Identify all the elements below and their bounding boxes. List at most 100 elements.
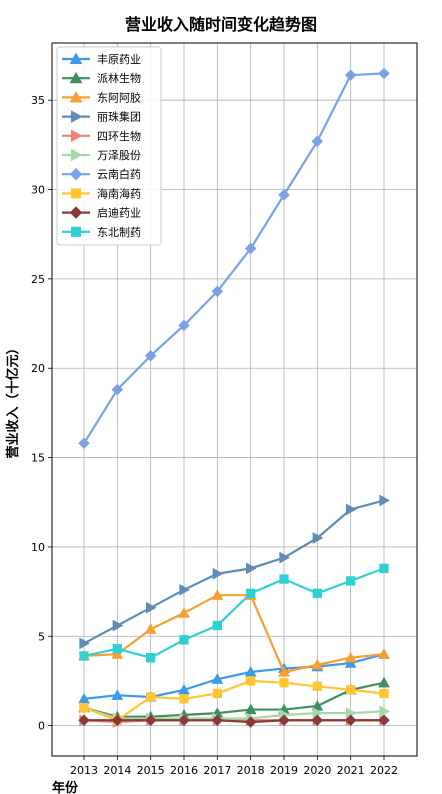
- data-point: [212, 567, 224, 580]
- legend-label: 派林生物: [97, 71, 141, 85]
- data-point: [378, 67, 390, 80]
- data-point: [279, 678, 289, 688]
- series-line: [83, 653, 385, 700]
- x-tick-label: 2018: [237, 764, 265, 777]
- series-line: [84, 719, 384, 724]
- data-point: [278, 665, 290, 677]
- data-point: [379, 688, 389, 699]
- data-point: [146, 692, 156, 702]
- plot-frame: [51, 42, 418, 757]
- data-point: [246, 588, 256, 599]
- y-tick-label: 25: [31, 273, 45, 286]
- data-point: [346, 503, 357, 516]
- series-9: [79, 563, 389, 663]
- data-point: [312, 532, 324, 544]
- series-line: [83, 499, 385, 645]
- legend-label: 海南海药: [97, 186, 141, 200]
- legend-item: 派林生物: [62, 71, 141, 85]
- x-tick-label: 2019: [270, 764, 298, 777]
- data-point: [344, 69, 357, 82]
- legend-label: 启迪药业: [97, 207, 141, 220]
- y-tick-label: 15: [31, 452, 45, 465]
- data-point: [111, 648, 124, 659]
- data-point: [178, 607, 190, 618]
- legend-item: 东北制药: [62, 226, 141, 239]
- data-point: [144, 623, 157, 634]
- data-point: [179, 583, 191, 596]
- data-point: [246, 562, 257, 575]
- data-point: [244, 703, 257, 715]
- x-tick-label: 2021: [337, 764, 365, 777]
- data-point: [244, 716, 257, 728]
- legend-swatch-marker: [69, 71, 83, 84]
- data-point: [278, 714, 290, 727]
- data-point: [379, 494, 391, 507]
- y-tick-label: 30: [31, 184, 45, 197]
- series-0: [78, 648, 390, 704]
- legend-swatch-marker: [70, 148, 83, 162]
- data-point: [111, 714, 124, 727]
- data-point: [378, 714, 390, 727]
- data-point: [211, 673, 224, 684]
- legend-item: 四环生物: [62, 129, 141, 143]
- series-7: [79, 676, 389, 725]
- series-line: [83, 594, 385, 674]
- data-point: [311, 135, 324, 148]
- legend-swatch-marker: [70, 188, 82, 199]
- data-point: [379, 705, 391, 718]
- y-tick-label: 5: [38, 630, 45, 643]
- series-6: [78, 67, 390, 450]
- data-point: [211, 714, 224, 727]
- data-point: [78, 714, 90, 727]
- x-tick-label: 2022: [370, 764, 398, 777]
- data-point: [79, 703, 89, 713]
- data-point: [278, 189, 290, 201]
- data-point: [346, 685, 356, 695]
- data-point: [379, 563, 389, 574]
- data-point: [211, 285, 224, 298]
- series-line: [83, 567, 385, 659]
- y-tick-label: 0: [38, 720, 45, 733]
- legend-swatch-marker: [69, 52, 83, 65]
- data-point: [146, 653, 156, 663]
- data-point: [178, 714, 190, 727]
- y-axis-label: 营业收入（十亿元）: [5, 341, 21, 458]
- data-point: [346, 576, 356, 586]
- x-axis-ticks: 2013 2014 2015 2016 2017 2018 2019 2020 2021 2022: [70, 756, 398, 777]
- data-point: [112, 644, 122, 654]
- legend-swatch-marker: [70, 226, 82, 237]
- legend-item: 万泽股份: [62, 148, 141, 162]
- data-point: [78, 437, 90, 450]
- data-point: [111, 383, 124, 396]
- data-point: [312, 681, 322, 691]
- x-tick-label: 2016: [170, 764, 198, 777]
- data-point: [344, 657, 357, 668]
- series-layer: [78, 67, 391, 728]
- data-point: [178, 319, 190, 332]
- legend-label: 四环生物: [97, 129, 141, 143]
- data-point: [279, 574, 289, 584]
- data-point: [211, 589, 224, 600]
- legend-swatch-marker: [70, 110, 83, 124]
- data-point: [344, 714, 357, 727]
- data-point: [79, 651, 89, 661]
- x-tick-label: 2017: [203, 764, 231, 777]
- data-point: [378, 648, 390, 659]
- data-point: [179, 694, 189, 704]
- data-point: [311, 658, 324, 670]
- x-tick-label: 2013: [70, 764, 98, 777]
- data-point: [212, 620, 222, 631]
- series-8: [78, 714, 390, 728]
- legend-label: 万泽股份: [97, 149, 141, 162]
- x-tick-label: 2020: [303, 764, 331, 777]
- data-point: [179, 635, 189, 645]
- legend-item: 丰原药业: [62, 52, 141, 66]
- legend-swatch-marker: [69, 206, 83, 219]
- legend-swatch-marker: [70, 129, 83, 143]
- legend-swatch-marker: [69, 167, 83, 181]
- legend-label: 东北制药: [97, 226, 141, 239]
- data-point: [144, 714, 157, 727]
- x-axis-label: 年份: [52, 780, 79, 794]
- data-point: [378, 676, 390, 688]
